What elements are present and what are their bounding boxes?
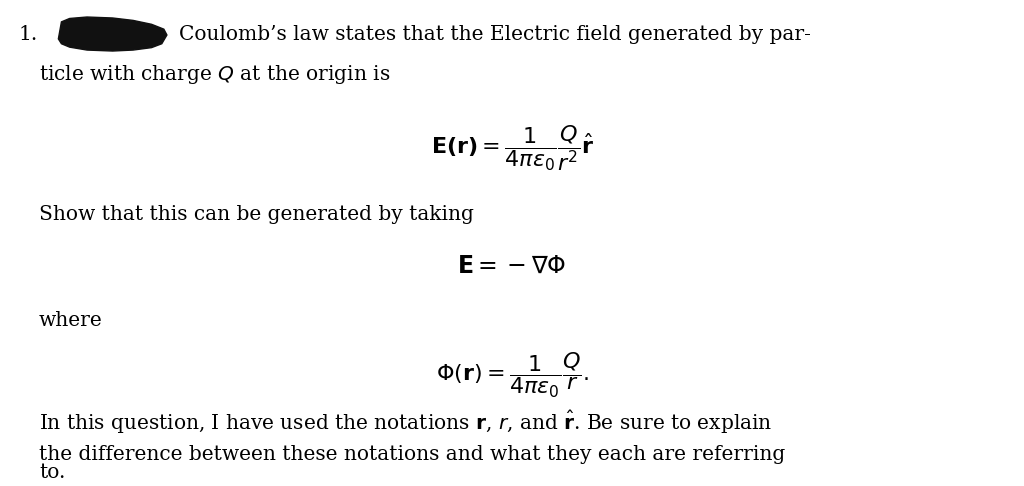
Text: ticle with charge $Q$ at the origin is: ticle with charge $Q$ at the origin is [39, 63, 390, 86]
Text: $\Phi(\mathbf{r}) = \dfrac{1}{4\pi\epsilon_0}\dfrac{Q}{r}.$: $\Phi(\mathbf{r}) = \dfrac{1}{4\pi\epsil… [435, 350, 589, 400]
Text: 1.: 1. [18, 24, 38, 44]
Text: $\mathbf{E} = -\nabla\Phi$: $\mathbf{E} = -\nabla\Phi$ [458, 255, 566, 278]
Text: Coulomb’s law states that the Electric field generated by par-: Coulomb’s law states that the Electric f… [179, 24, 811, 44]
Text: the difference between these notations and what they each are referring: the difference between these notations a… [39, 445, 785, 464]
Text: where: where [39, 311, 102, 330]
Text: In this question, I have used the notations $\mathbf{r}$, $r$, and $\hat{\mathbf: In this question, I have used the notati… [39, 409, 772, 436]
Text: to.: to. [39, 463, 66, 482]
Text: $\mathbf{E(r)} = \dfrac{1}{4\pi\epsilon_0}\dfrac{Q}{r^2}\hat{\mathbf{r}}$: $\mathbf{E(r)} = \dfrac{1}{4\pi\epsilon_… [430, 123, 594, 173]
Polygon shape [58, 17, 167, 51]
Text: Show that this can be generated by taking: Show that this can be generated by takin… [39, 205, 474, 225]
